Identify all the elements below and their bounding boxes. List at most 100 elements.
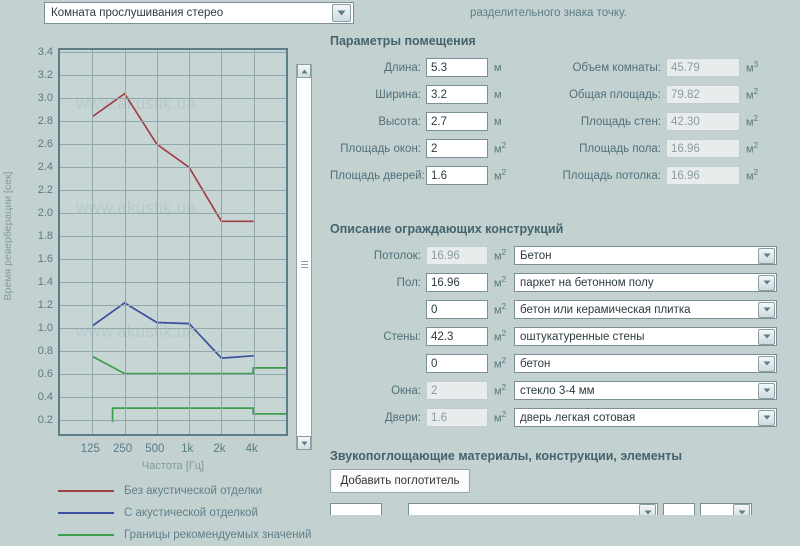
y-tick-label: 1.0 [37,322,53,335]
absorber-row[interactable] [330,501,800,515]
y-tick-label: 0.4 [37,391,53,404]
param-row: Ширина: 3.2 м [330,81,506,108]
legend-label: Без акустической отделки [124,485,263,497]
room-params-left-column: Длина: 5.3 м Ширина: 3.2 м Высота: 2.7 м Площадь … [330,54,506,189]
param-input[interactable]: 2.7 [426,112,488,131]
room-params-title: Параметры помещения [330,34,476,48]
param-input[interactable]: 5.3 [426,58,488,77]
enclosure-row: Двери: 1.6 м2 дверь легкая сотовая [330,404,800,431]
x-tick-label: 2k [213,443,226,455]
param-unit: м2 [746,114,759,129]
param-row: Высота: 2.7 м [330,108,506,135]
chevron-down-icon[interactable] [758,355,775,372]
param-row: Общая площадь: 79.82 м2 [538,81,758,108]
param-label: Общая площадь: [568,88,661,101]
chevron-down-icon[interactable] [733,504,750,515]
enclosure-material-select[interactable]: стекло 3-4 мм [514,381,777,400]
chevron-down-icon[interactable] [758,301,775,318]
enclosure-row: Потолок: 16.96 м2 Бетон [330,242,800,269]
enclosure-row: 0 м2 бетон [330,350,800,377]
chevron-down-icon[interactable] [758,409,775,426]
bound-lower [111,407,286,423]
enclosure-material-value: Бетон [520,249,552,262]
legend-row: Без акустической отделки [0,480,320,502]
y-tick-label: 0.2 [37,414,53,427]
chevron-down-icon[interactable] [758,274,775,291]
chart-vertical-scrollbar[interactable] [296,64,312,450]
gridline-horizontal [60,144,286,146]
enclosure-material-value: оштукатуренные стены [520,330,645,343]
param-unit: м2 [746,168,759,183]
reverberation-chart-panel: Время реверберации [сек] 3.4 3.2 3.0 2.8 2.6… [0,30,320,541]
param-input: 16.96 [666,139,740,158]
enclosure-material-select[interactable]: бетон [514,354,777,373]
enclosure-row: 0 м2 бетон или керамическая плитка [330,296,800,323]
gridline-vertical [156,50,158,434]
gridline-horizontal [60,121,286,123]
legend-row: Границы рекомендуемых значений [0,524,320,546]
legend-label: Границы рекомендуемых значений [124,529,312,541]
add-absorber-button[interactable]: Добавить поглотитель [330,469,470,493]
enclosure-area-input[interactable]: 42.3 [426,327,488,346]
chevron-down-icon[interactable] [332,4,351,22]
param-input[interactable]: 3.2 [426,85,488,104]
param-unit: м3 [746,60,759,75]
enclosure-area-input: 2 [426,381,488,400]
enclosure-label: Окна: [391,384,421,397]
absorber-row-partial-clip [330,501,800,515]
grip-lines-icon[interactable] [301,261,308,269]
enclosure-material-select[interactable]: дверь легкая сотовая [514,408,777,427]
gridline-vertical [124,50,126,434]
chevron-down-icon[interactable] [758,382,775,399]
x-tick-label: 1k [181,443,194,455]
plot-area: www.akustik.ua www.akustik.ua www.akusti… [58,48,288,436]
enclosure-row: Пол: 16.96 м2 паркет на бетонном полу [330,269,800,296]
gridline-horizontal [60,52,286,54]
series-line-0 [91,92,254,223]
param-label: Площадь потолка: [562,169,662,182]
enclosure-material-select[interactable]: бетон или керамическая плитка [514,300,777,319]
param-label: Высота: [378,115,421,128]
param-row: Площадь окон: 2 м2 [330,135,506,162]
gridline-horizontal [60,190,286,192]
absorber-material-select[interactable] [408,502,658,515]
enclosure-material-select[interactable]: оштукатуренные стены [514,327,777,346]
room-preset-select[interactable]: Комната прослушивания стерео [44,2,354,24]
chevron-down-icon[interactable] [758,247,775,264]
param-label: Площадь стен: [580,115,661,128]
enclosure-area-input[interactable]: 0 [426,300,488,319]
param-unit: м2 [494,168,507,183]
absorbers-title: Звукопоглощающие материалы, конструкции,… [330,449,683,463]
gridline-horizontal [60,420,286,422]
enclosure-material-select[interactable]: паркет на бетонном полу [514,273,777,292]
y-tick-label: 2.2 [37,184,53,197]
chevron-down-icon[interactable] [639,504,656,515]
param-unit: м2 [746,141,759,156]
param-input[interactable]: 2 [426,139,488,158]
param-input: 42.30 [666,112,740,131]
y-tick-label: 0.6 [37,368,53,381]
absorber-count-select[interactable] [663,502,695,515]
bound-upper [91,355,286,375]
triangle-up-icon[interactable] [297,64,311,78]
enclosure-material-select[interactable]: Бетон [514,246,777,265]
param-unit: м2 [494,141,507,156]
triangle-down-icon[interactable] [297,436,311,450]
param-row: Площадь дверей: 1.6 м2 [330,162,506,189]
param-input[interactable]: 1.6 [426,166,488,185]
enclosure-area-input[interactable]: 16.96 [426,273,488,292]
gridline-horizontal [60,167,286,169]
gridline-horizontal [60,259,286,261]
chevron-down-icon[interactable] [758,328,775,345]
enclosure-label: Двери: [384,411,421,424]
enclosure-area-input: 1.6 [426,408,488,427]
enclosure-material-value: стекло 3-4 мм [520,384,595,397]
enclosure-area-input[interactable]: 0 [426,354,488,373]
absorber-area-input[interactable] [330,502,382,515]
param-unit: м [494,115,502,128]
enclosure-unit: м2 [494,248,507,263]
param-unit: м2 [746,87,759,102]
absorber-extra-select[interactable] [700,502,752,515]
enclosures-list: Потолок: 16.96 м2 Бетон Пол: 16.96 м2 паркет на… [330,242,800,431]
